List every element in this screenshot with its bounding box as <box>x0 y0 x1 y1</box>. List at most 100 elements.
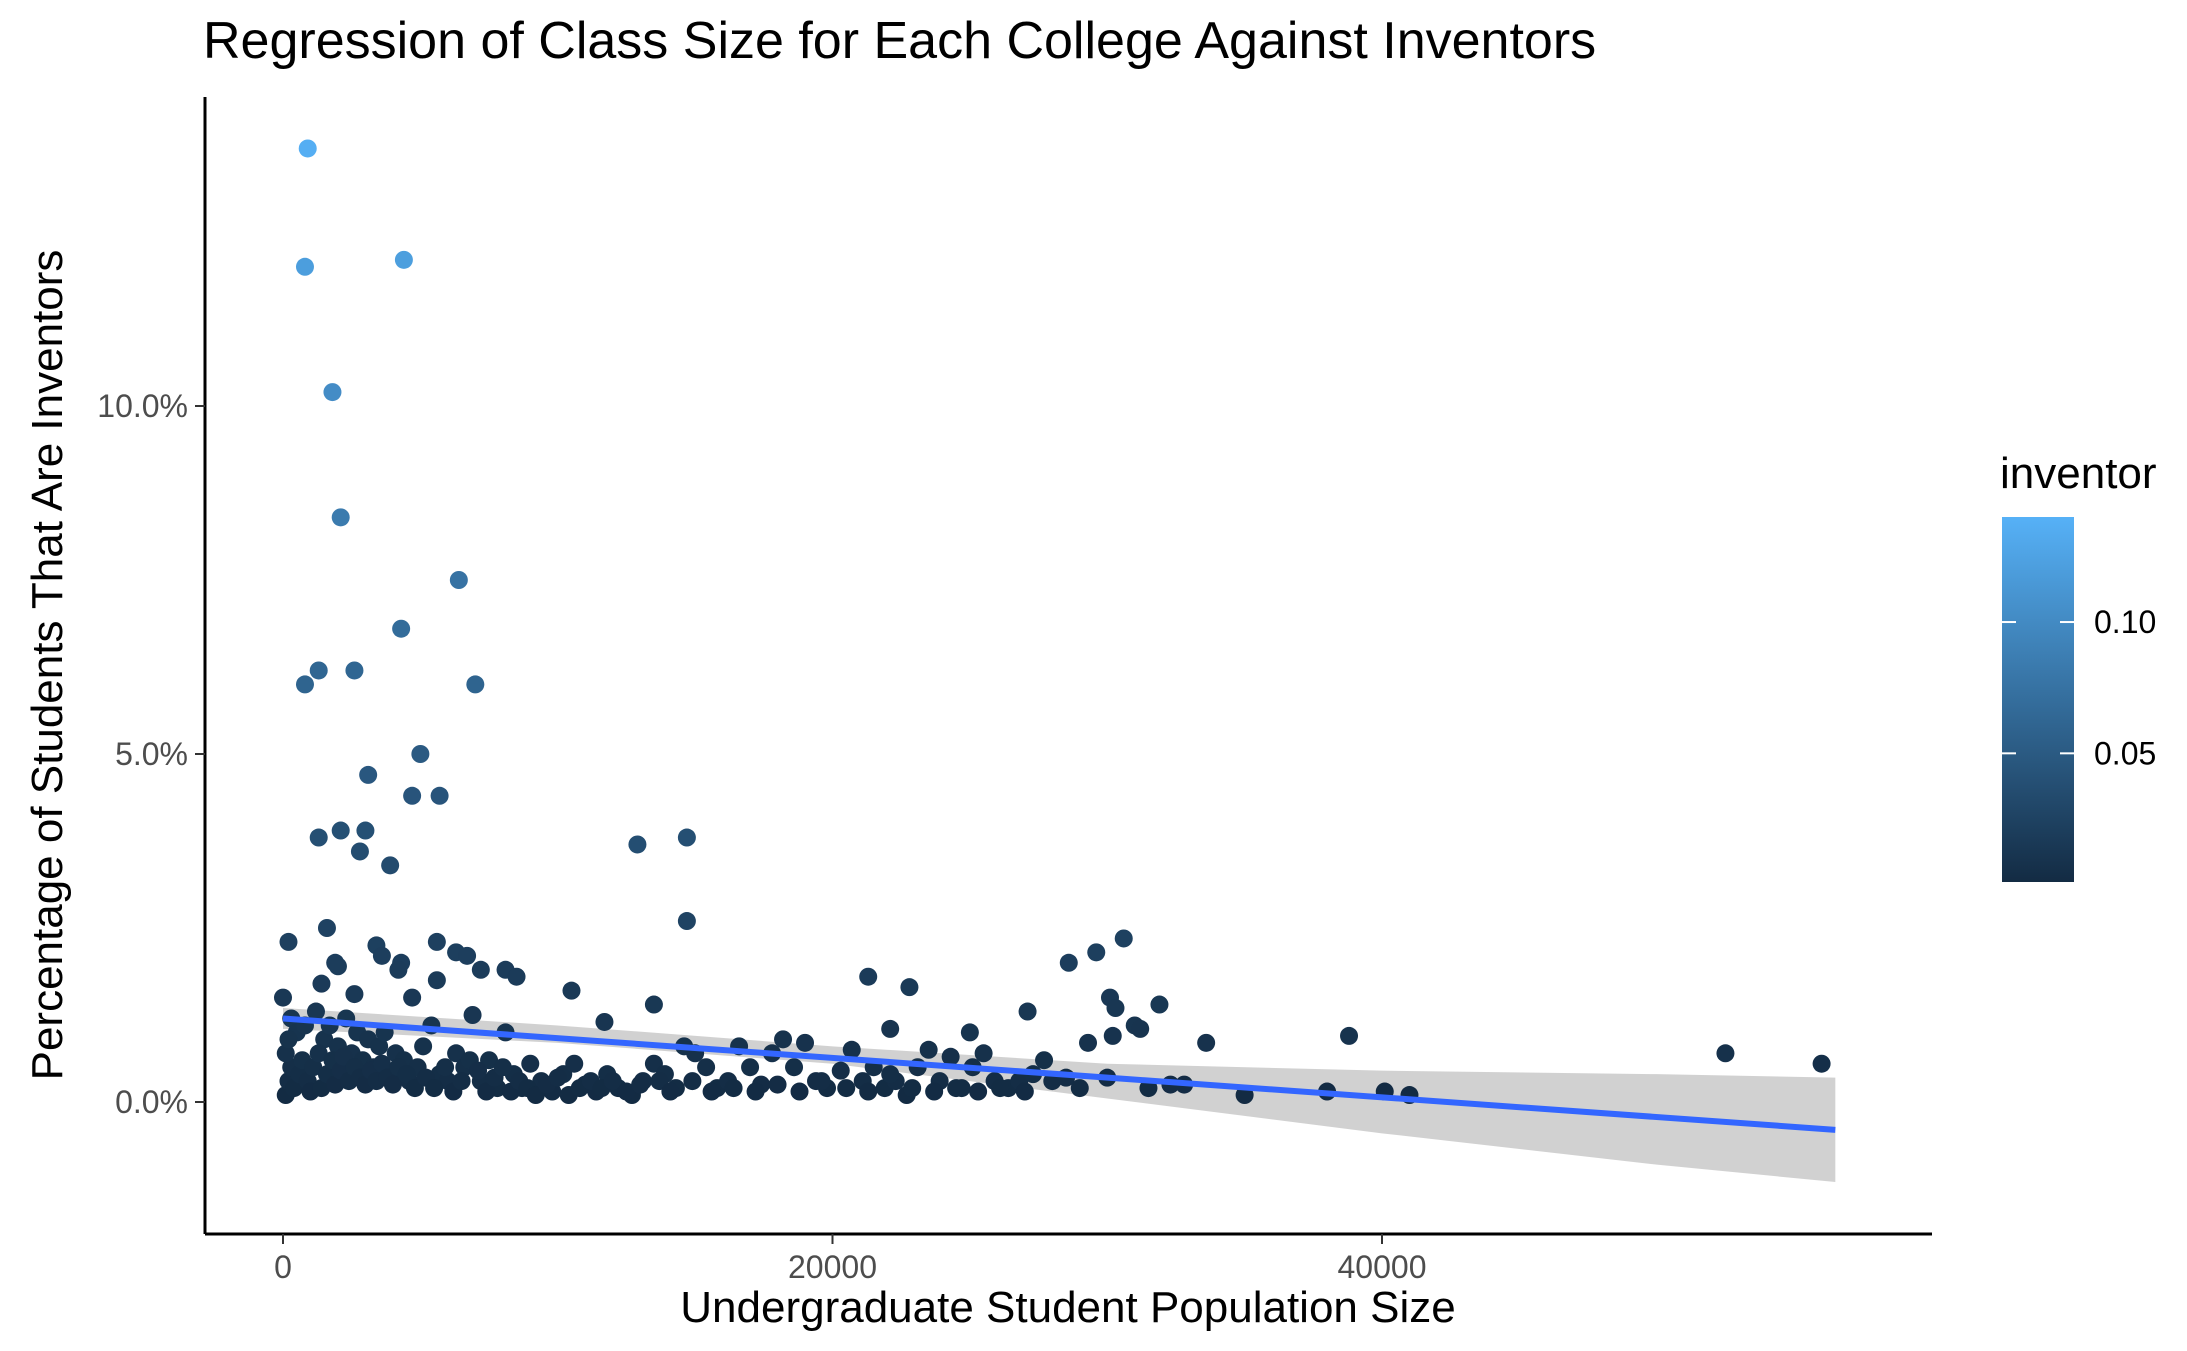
data-point <box>724 1079 743 1098</box>
data-point <box>507 967 526 986</box>
data-point <box>702 1082 721 1101</box>
data-point <box>947 1079 966 1098</box>
data-point <box>661 1082 680 1101</box>
data-point <box>903 1079 922 1098</box>
data-point <box>881 1065 900 1084</box>
data-point <box>565 1054 584 1073</box>
data-point <box>677 912 696 931</box>
data-point <box>900 978 919 997</box>
data-point <box>381 856 400 875</box>
data-point <box>392 619 411 638</box>
data-point <box>785 1058 804 1077</box>
data-point <box>1150 995 1169 1014</box>
data-point <box>279 932 298 951</box>
data-point <box>1087 943 1106 962</box>
data-point <box>312 974 331 993</box>
data-point <box>477 1082 496 1101</box>
data-point <box>790 1082 809 1101</box>
data-point <box>1114 929 1133 948</box>
data-point <box>284 1079 303 1098</box>
data-point <box>562 981 581 1000</box>
data-points-layer <box>274 139 1831 1105</box>
x-tick-label: 0 <box>274 1249 292 1285</box>
data-point <box>383 1075 402 1094</box>
data-point <box>449 571 468 589</box>
data-point <box>279 1030 298 1049</box>
chart-title: Regression of Class Size for Each Colleg… <box>203 12 1596 70</box>
data-point <box>941 1047 960 1066</box>
data-point <box>328 957 347 976</box>
data-point <box>644 995 663 1014</box>
data-point <box>1340 1026 1359 1045</box>
data-point <box>1812 1054 1831 1073</box>
legend-colorbar <box>2002 517 2074 882</box>
data-point <box>309 1044 328 1063</box>
x-axis-ticks: 0 20000 40000 <box>274 1234 1426 1285</box>
data-point <box>631 1075 650 1094</box>
data-point <box>1103 1026 1122 1045</box>
data-point <box>768 1075 787 1094</box>
data-point <box>919 1040 938 1059</box>
data-point <box>350 842 369 861</box>
data-point <box>309 828 328 847</box>
data-point <box>414 1037 433 1056</box>
data-point <box>1079 1033 1098 1052</box>
confidence-band-layer <box>283 1008 1836 1183</box>
y-tick-label: 5.0% <box>115 736 188 772</box>
data-point <box>306 1002 325 1021</box>
data-point <box>812 1072 831 1091</box>
data-point <box>345 661 364 680</box>
data-point <box>521 1054 540 1073</box>
data-point <box>831 1061 850 1080</box>
regression-line <box>282 1015 1836 1133</box>
legend-tick-label: 0.10 <box>2094 604 2156 640</box>
data-point <box>372 1054 391 1073</box>
data-point <box>411 745 430 763</box>
data-point <box>317 919 336 937</box>
y-axis-title: Percentage of Students That Are Inventor… <box>23 250 72 1081</box>
data-point <box>493 1058 512 1077</box>
data-point <box>312 1079 331 1098</box>
data-point <box>394 250 413 269</box>
legend-tick-label: 0.05 <box>2094 735 2156 771</box>
data-point <box>452 1072 471 1091</box>
data-point <box>960 1023 979 1042</box>
data-point <box>991 1079 1010 1098</box>
y-axis-ticks: 0.0% 5.0% 10.0% <box>97 388 205 1120</box>
x-axis-title: Undergraduate Student Population Size <box>680 1283 1455 1332</box>
data-point <box>595 1012 614 1031</box>
data-point <box>389 960 408 979</box>
data-point <box>276 1044 295 1063</box>
data-point <box>859 967 878 986</box>
data-point <box>1018 1002 1037 1021</box>
data-point <box>326 1075 345 1094</box>
data-point <box>1059 953 1078 972</box>
y-tick-label: 0.0% <box>115 1084 188 1120</box>
data-point <box>796 1033 815 1052</box>
data-point <box>463 1006 482 1024</box>
x-tick-label: 40000 <box>1338 1249 1427 1285</box>
color-legend: inventor 0.05 0.10 <box>2000 449 2157 882</box>
data-point <box>397 1065 416 1084</box>
data-point <box>447 1044 466 1063</box>
data-point <box>1106 999 1125 1018</box>
data-point <box>746 1082 765 1101</box>
data-point <box>1716 1044 1735 1063</box>
data-point <box>427 932 446 951</box>
data-point <box>458 946 477 965</box>
data-point <box>295 257 314 276</box>
data-point <box>315 1030 334 1049</box>
data-point <box>697 1058 716 1077</box>
y-tick-label: 10.0% <box>97 388 188 424</box>
data-point <box>304 1058 323 1077</box>
data-point <box>309 661 328 680</box>
data-point <box>427 971 446 990</box>
data-point <box>471 960 490 979</box>
data-point <box>628 835 647 854</box>
data-point <box>331 508 350 527</box>
data-point <box>1015 1082 1034 1101</box>
data-point <box>1197 1033 1216 1052</box>
data-point <box>837 1079 856 1098</box>
data-point <box>274 988 292 1007</box>
